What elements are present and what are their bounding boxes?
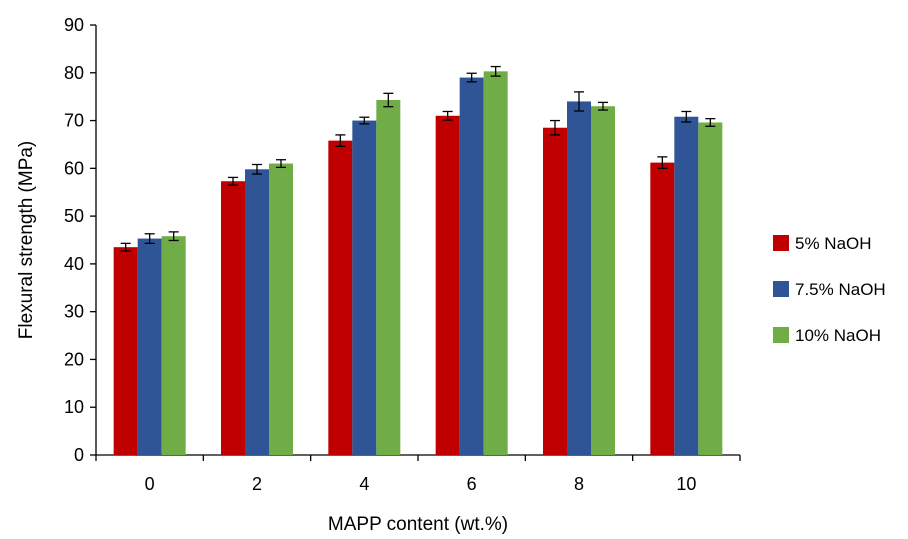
error-bar	[550, 119, 560, 136]
y-tick-label: 20	[64, 349, 84, 369]
error-bar	[168, 231, 179, 242]
error-bar	[490, 65, 501, 77]
x-tick-label: 6	[467, 474, 477, 494]
y-tick-label: 50	[64, 206, 84, 226]
x-tick-label: 10	[676, 474, 696, 494]
bar-7-5-naoh-4	[352, 120, 377, 456]
y-axis: 0 10 20 30 40 50 60 70 80 90	[64, 15, 97, 465]
bar-5-naoh-2	[221, 181, 245, 455]
bar-7-5-naoh-10	[674, 116, 699, 455]
legend-label: 5% NaOH	[795, 234, 872, 253]
bar-7-5-naoh-2	[245, 169, 269, 456]
error-bar	[359, 116, 370, 125]
bar-5-naoh-10	[650, 162, 675, 455]
legend-item: 10% NaOH	[773, 326, 881, 345]
y-tick-label: 0	[74, 445, 84, 465]
x-axis-title: MAPP content (wt.%)	[328, 514, 508, 535]
error-bar	[657, 156, 668, 169]
legend-label: 10% NaOH	[795, 326, 881, 345]
error-bar	[144, 233, 155, 244]
x-axis: 0 2 4 6 8 10	[95, 454, 741, 494]
bar-7-5-naoh-8	[567, 101, 591, 455]
legend-swatch	[773, 327, 789, 343]
x-tick-label: 8	[574, 474, 584, 494]
bar-7-5-naoh-6	[459, 77, 484, 456]
bar-5-naoh-8	[543, 127, 567, 455]
error-bar	[120, 242, 131, 252]
y-tick-label: 40	[64, 254, 84, 274]
bar-5-naoh-0	[113, 247, 138, 455]
bar-5-naoh-6	[435, 115, 460, 456]
bar-5-naoh-4	[328, 140, 353, 455]
error-bar	[335, 134, 346, 148]
bar-7-5-naoh-0	[137, 238, 162, 455]
y-tick-label: 80	[64, 63, 84, 83]
y-tick-label: 70	[64, 111, 84, 131]
y-tick-label: 30	[64, 302, 84, 322]
error-bar	[383, 92, 394, 108]
error-bar	[276, 159, 286, 169]
legend-swatch	[773, 235, 789, 251]
legend-label: 7.5% NaOH	[795, 280, 886, 299]
y-tick-label: 60	[64, 158, 84, 178]
y-tick-label: 90	[64, 15, 84, 35]
bar-10-naoh-10	[698, 122, 723, 455]
error-bar	[466, 72, 477, 83]
error-bar	[681, 110, 692, 123]
bar-10-naoh-8	[591, 106, 615, 455]
error-bar	[442, 110, 453, 121]
error-bar	[252, 163, 262, 175]
bars	[113, 71, 723, 456]
legend: 5% NaOH 7.5% NaOH 10% NaOH	[773, 234, 886, 345]
error-bar	[574, 91, 584, 112]
error-bar	[228, 176, 238, 186]
y-axis-title: Flexural strength (MPa)	[16, 141, 37, 340]
bar-10-naoh-0	[161, 236, 186, 455]
bar-10-naoh-6	[483, 71, 508, 455]
legend-item: 7.5% NaOH	[773, 280, 886, 299]
bar-10-naoh-2	[269, 163, 293, 456]
x-tick-label: 4	[359, 474, 369, 494]
error-bar	[705, 117, 716, 127]
error-bar	[598, 101, 608, 111]
bar-10-naoh-4	[376, 100, 401, 455]
y-tick-label: 10	[64, 397, 84, 417]
x-tick-label: 2	[252, 474, 262, 494]
legend-item: 5% NaOH	[773, 234, 872, 253]
x-tick-label: 0	[145, 474, 155, 494]
error-bars	[120, 65, 716, 252]
legend-swatch	[773, 281, 789, 297]
